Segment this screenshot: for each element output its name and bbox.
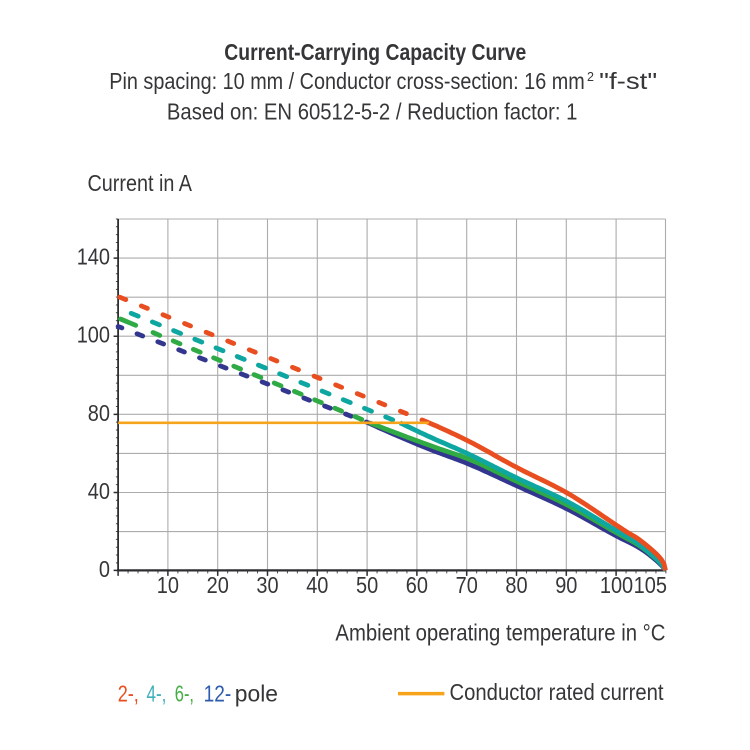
svg-text:2-,: 2-,	[118, 680, 139, 706]
svg-text:Current-Carrying Capacity Curv: Current-Carrying Capacity Curve	[224, 39, 526, 65]
svg-text:4-,: 4-,	[147, 680, 167, 706]
svg-text:"f-st": "f-st"	[599, 68, 657, 94]
svg-text:40: 40	[306, 572, 328, 598]
svg-text:60: 60	[406, 572, 428, 598]
svg-text:10: 10	[157, 572, 179, 598]
svg-text:Current in A: Current in A	[88, 170, 193, 196]
svg-text:90: 90	[555, 572, 577, 598]
svg-text:6-,: 6-,	[175, 680, 194, 706]
svg-text:30: 30	[256, 572, 278, 598]
svg-text:140: 140	[77, 243, 110, 269]
svg-text:80: 80	[505, 572, 527, 598]
svg-text:12-: 12-	[204, 680, 232, 706]
svg-text:Ambient operating temperature: Ambient operating temperature in °C	[335, 619, 665, 645]
svg-text:Pin spacing: 10 mm / Conductor: Pin spacing: 10 mm / Conductor cross-sec…	[109, 68, 584, 94]
svg-text:40: 40	[88, 478, 110, 504]
svg-text:Conductor rated current: Conductor rated current	[450, 679, 665, 705]
svg-text:100: 100	[77, 322, 110, 348]
svg-text:Based on: EN 60512-5-2 / Reduc: Based on: EN 60512-5-2 / Reduction facto…	[167, 98, 578, 124]
svg-text:70: 70	[456, 572, 478, 598]
svg-text:50: 50	[356, 572, 378, 598]
svg-text:20: 20	[207, 572, 229, 598]
svg-text:105: 105	[634, 572, 667, 598]
svg-text:0: 0	[99, 556, 110, 582]
svg-text:2: 2	[587, 70, 594, 84]
svg-text:80: 80	[88, 400, 110, 426]
svg-text:100: 100	[600, 572, 633, 598]
svg-text:pole: pole	[235, 680, 278, 706]
